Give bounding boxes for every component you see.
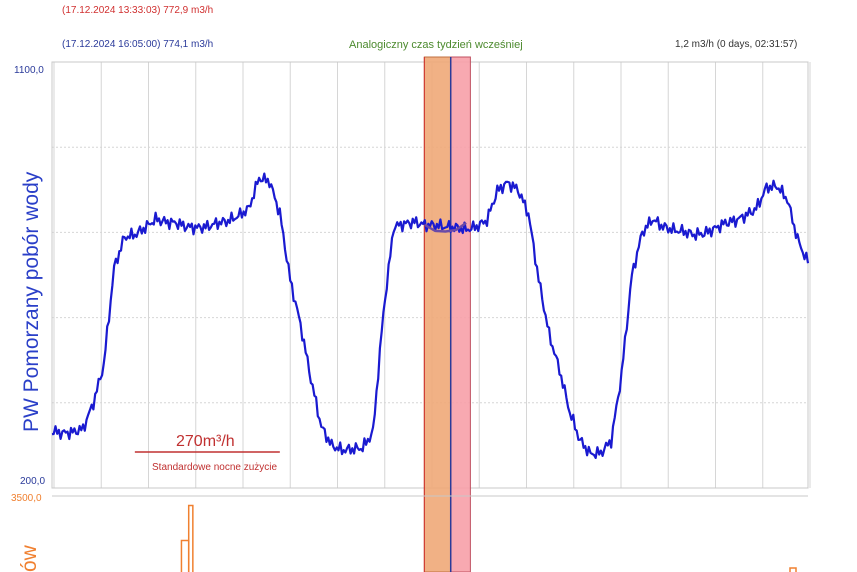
cursor-delta-readout: 1,2 m3/h (0 days, 02:31:57) xyxy=(675,39,798,50)
secondary-pulse-tail xyxy=(789,567,797,572)
night-usage-caption: Standardowe nocne zużycie xyxy=(152,462,278,473)
night-usage-value: 270m³/h xyxy=(176,433,235,450)
week-ago-band-left xyxy=(423,56,452,572)
series-name-label: PW Pomorzany pobór wody xyxy=(20,171,43,432)
week-ago-band xyxy=(423,56,471,572)
secondary-pulse xyxy=(180,539,190,572)
y-tick-top: 1100,0 xyxy=(14,65,44,76)
secondary-series-name-label: ów xyxy=(18,544,41,572)
week-ago-band-right xyxy=(450,56,471,572)
secondary-chart xyxy=(52,495,808,572)
secondary-y-tick-top: 3500,0 xyxy=(11,493,42,504)
series xyxy=(51,172,810,459)
flow-series-line xyxy=(51,172,810,459)
cursor2-readout: (17.12.2024 16:05:00) 774,1 m3/h xyxy=(62,39,214,50)
axis-labels: 1100,0 200,0 3500,0 PW Pomorzany pobór wody… xyxy=(11,65,45,572)
y-tick-bottom: 200,0 xyxy=(20,476,45,487)
cursor1-readout: (17.12.2024 13:33:03) 772,9 m3/h xyxy=(62,5,214,16)
secondary-pulse xyxy=(187,504,194,572)
week-ago-band-label: Analogiczny czas tydzień wcześniej xyxy=(349,39,523,51)
annotation: 270m³/h Standardowe nocne zużycie xyxy=(134,433,280,473)
week-ago-series-line xyxy=(424,221,467,233)
grid xyxy=(51,61,811,489)
